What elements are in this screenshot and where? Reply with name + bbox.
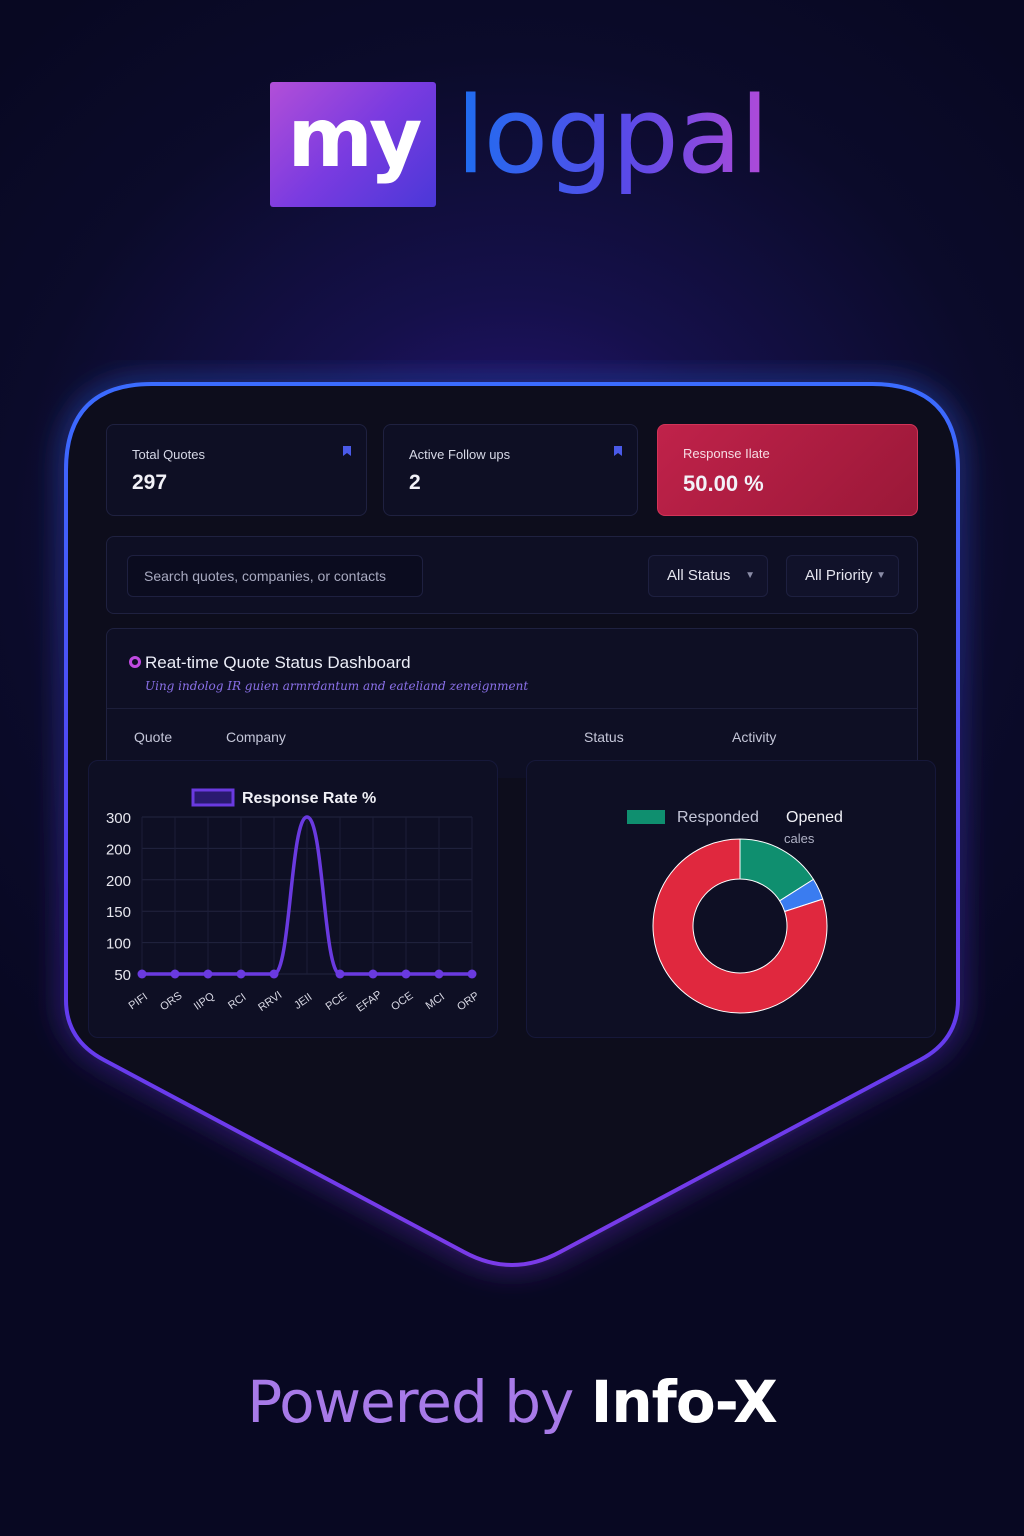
status-select[interactable]: All Status ▼ xyxy=(648,555,768,597)
column-header-status[interactable]: Status xyxy=(584,729,624,745)
x-tick-label: PIFI xyxy=(127,991,150,1012)
dashboard-subtitle: Uing indolog IR guien armrdantum and eat… xyxy=(145,679,529,693)
brand-logo: my logpal xyxy=(270,74,769,207)
legend-label: Opened xyxy=(786,809,843,826)
y-tick-label: 50 xyxy=(114,967,131,984)
logo-wordmark: logpal xyxy=(456,74,769,215)
data-point xyxy=(203,969,213,979)
dashboard-title: Reat-time Quote Status Dashboard xyxy=(145,653,411,672)
data-point xyxy=(401,969,411,979)
data-point xyxy=(137,969,147,979)
data-point xyxy=(269,969,279,979)
priority-select-label: All Priority xyxy=(805,567,873,584)
data-point xyxy=(467,969,477,979)
y-tick-label: 150 xyxy=(106,904,131,921)
legend-swatch xyxy=(191,788,235,807)
data-point xyxy=(368,969,378,979)
stat-label: Response Ilate xyxy=(683,446,770,461)
column-header-quote[interactable]: Quote xyxy=(134,729,173,745)
y-tick-label: 300 xyxy=(106,810,131,827)
column-header-company[interactable]: Company xyxy=(226,729,286,745)
response-rate-line-chart: 300 200 200 150 100 50 Response Rate % PIFI ORS I… xyxy=(106,788,481,1015)
stat-active-followups[interactable]: Active Follow ups 2 xyxy=(383,424,638,516)
logo-mark: my xyxy=(270,82,436,207)
powered-prefix: Powered by xyxy=(247,1368,574,1436)
data-point xyxy=(434,969,444,979)
legend-label: Responded xyxy=(677,809,759,826)
status-donut-chart-card: Responded Opened cales xyxy=(526,760,936,1038)
y-tick-label: 100 xyxy=(106,936,131,953)
x-tick-label: ORS xyxy=(158,990,184,1014)
stat-response-rate[interactable]: Response Ilate 50.00 % xyxy=(657,424,918,516)
x-tick-label: MCI xyxy=(424,991,447,1012)
data-point xyxy=(335,969,345,979)
stat-value: 50.00 % xyxy=(683,471,764,496)
chevron-down-icon: ▼ xyxy=(876,570,886,581)
x-tick-label: ORP xyxy=(455,990,481,1014)
powered-name: Info-X xyxy=(590,1368,778,1436)
x-tick-label: RCI xyxy=(226,991,248,1012)
y-tick-label: 200 xyxy=(106,841,131,858)
pie-slice xyxy=(652,838,828,1014)
status-select-label: All Status xyxy=(667,567,731,584)
chevron-down-icon: ▼ xyxy=(745,570,755,581)
stat-label: Active Follow ups xyxy=(409,447,511,462)
stat-label: Total Quotes xyxy=(132,447,205,462)
priority-select[interactable]: All Priority ▼ xyxy=(786,555,899,597)
quote-dashboard: Reat-time Quote Status Dashboard Uing in… xyxy=(106,628,918,778)
x-tick-label: IIPQ xyxy=(192,990,217,1013)
user-pin-icon xyxy=(614,446,622,456)
x-tick-label: OCE xyxy=(389,990,415,1014)
data-point xyxy=(170,969,180,979)
live-indicator-icon xyxy=(129,656,141,668)
data-point xyxy=(236,969,246,979)
x-tick-label: RRVI xyxy=(256,989,284,1014)
search-input[interactable]: Search quotes, companies, or contacts xyxy=(127,555,423,597)
legend-label: Response Rate % xyxy=(242,790,376,807)
powered-by: Powered by Info-X xyxy=(0,1368,1024,1436)
stat-value: 297 xyxy=(132,471,168,494)
stat-value: 2 xyxy=(409,471,421,494)
y-tick-label: 200 xyxy=(106,873,131,890)
response-rate-chart-card: 300 200 200 150 100 50 Response Rate % PIFI ORS I… xyxy=(88,760,498,1038)
status-donut-chart: Responded Opened cales xyxy=(627,809,843,1014)
stat-total-quotes[interactable]: Total Quotes 297 xyxy=(106,424,367,516)
divider xyxy=(107,708,917,709)
filter-bar: Search quotes, companies, or contacts Al… xyxy=(106,536,918,614)
x-tick-label: PCE xyxy=(324,990,349,1013)
legend-note: cales xyxy=(784,831,815,846)
x-tick-label: EFAP xyxy=(354,989,384,1015)
x-tick-label: JEII xyxy=(292,991,314,1012)
user-pin-icon xyxy=(343,446,351,456)
column-header-activity[interactable]: Activity xyxy=(732,729,777,745)
legend-swatch xyxy=(627,810,665,824)
